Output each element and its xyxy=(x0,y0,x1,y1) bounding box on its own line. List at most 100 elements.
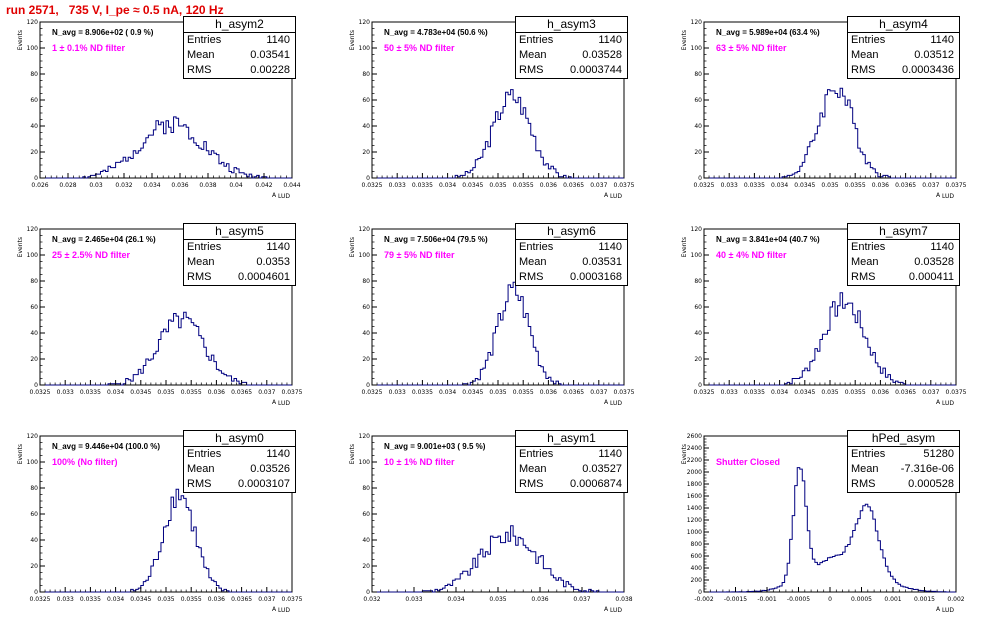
y-axis-title: Events xyxy=(349,30,356,50)
stats-value: 0.000528 xyxy=(908,478,954,490)
x-tick-label: 0.033 xyxy=(57,389,74,396)
x-tick-label: 0.028 xyxy=(59,182,76,189)
x-tick-label: 0.0365 xyxy=(563,389,584,396)
y-tick-label: 0 xyxy=(34,589,38,596)
stats-box: h_asym3 Entries 1140 Mean 0.03528 RMS 0.000374… xyxy=(515,16,628,79)
x-tick-label: 0.034 xyxy=(447,596,464,603)
stats-label: Mean xyxy=(519,463,547,475)
x-tick-label: -0.001 xyxy=(757,596,777,603)
stats-row-entries: Entries 51280 xyxy=(848,447,959,462)
x-axis-subscript: LUD xyxy=(942,400,954,407)
y-tick-label: 20 xyxy=(362,356,370,363)
y-tick-label: 120 xyxy=(691,226,703,233)
x-tick-label: 0.0345 xyxy=(462,389,483,396)
stats-row-mean: Mean 0.03527 xyxy=(516,462,627,477)
stats-row-mean: Mean 0.03531 xyxy=(516,255,627,270)
x-tick-label: 0.0355 xyxy=(513,389,534,396)
stats-row-rms: RMS 0.0003744 xyxy=(516,63,627,78)
y-tick-label: 100 xyxy=(359,45,371,52)
x-tick-label: 0.033 xyxy=(389,182,406,189)
y-tick-label: 100 xyxy=(27,252,39,259)
x-tick-label: 0.04 xyxy=(229,182,243,189)
stats-row-rms: RMS 0.0006874 xyxy=(516,477,627,492)
navg-label: N_avg = 4.783e+04 (50.6 %) xyxy=(384,28,488,37)
x-tick-label: 0.034 xyxy=(143,182,160,189)
stats-value: 0.03527 xyxy=(582,463,622,475)
x-tick-label: 0.0335 xyxy=(412,389,433,396)
y-tick-label: 60 xyxy=(362,97,370,104)
x-tick-label: 0.0325 xyxy=(30,389,51,396)
stats-value: 1140 xyxy=(266,448,290,460)
y-tick-label: 0 xyxy=(366,589,370,596)
filter-label: 63 ± 5% ND filter xyxy=(716,43,787,53)
x-tick-label: 0.0375 xyxy=(282,596,303,603)
stats-label: RMS xyxy=(851,64,876,76)
run-title: run 2571, 735 V, I_pe ≈ 0.5 nA, 120 Hz xyxy=(6,3,224,17)
x-axis-title: A xyxy=(272,606,277,613)
x-tick-label: 0.035 xyxy=(821,182,838,189)
stats-label: RMS xyxy=(519,271,544,283)
y-tick-label: 1200 xyxy=(687,517,702,524)
y-tick-label: 40 xyxy=(694,330,702,337)
histogram-line xyxy=(372,281,624,386)
stats-label: RMS xyxy=(519,478,544,490)
x-tick-label: 0.033 xyxy=(57,596,74,603)
x-tick-label: 0.0325 xyxy=(362,389,383,396)
x-tick-label: 0.042 xyxy=(255,182,272,189)
stats-row-mean: Mean 0.03512 xyxy=(848,48,959,63)
y-tick-label: 120 xyxy=(359,226,371,233)
y-tick-label: 40 xyxy=(30,330,38,337)
stats-row-mean: Mean 0.03526 xyxy=(184,462,295,477)
x-tick-label: 0.0015 xyxy=(914,596,935,603)
x-tick-label: 0.034 xyxy=(107,596,124,603)
histogram-line xyxy=(704,292,956,386)
stats-row-entries: Entries 1140 xyxy=(184,447,295,462)
stats-value: 1140 xyxy=(930,241,954,253)
stats-value: 0.03541 xyxy=(250,49,290,61)
filter-label: Shutter Closed xyxy=(716,457,780,467)
filter-label: 1 ± 0.1% ND filter xyxy=(52,43,125,53)
filter-label: 10 ± 1% ND filter xyxy=(384,457,455,467)
stats-box: h_asym1 Entries 1140 Mean 0.03527 RMS 0.000687… xyxy=(515,430,628,493)
x-axis-title: A xyxy=(604,192,609,199)
y-tick-label: 0 xyxy=(698,382,702,389)
stats-value: 0.0004601 xyxy=(238,271,290,283)
y-tick-label: 20 xyxy=(30,563,38,570)
x-tick-label: 0.037 xyxy=(573,596,590,603)
x-tick-label: 0.0355 xyxy=(181,596,202,603)
histogram-name: h_asym5 xyxy=(184,224,295,240)
y-tick-label: 600 xyxy=(691,553,703,560)
y-tick-label: 40 xyxy=(362,330,370,337)
x-tick-label: 0.0335 xyxy=(744,389,765,396)
y-tick-label: 400 xyxy=(691,565,703,572)
y-tick-label: 20 xyxy=(30,149,38,156)
x-tick-label: 0.044 xyxy=(283,182,300,189)
x-tick-label: 0.0335 xyxy=(412,182,433,189)
stats-label: Entries xyxy=(851,241,886,253)
stats-value: 1140 xyxy=(598,241,622,253)
y-tick-label: 0 xyxy=(34,175,38,182)
y-tick-label: 800 xyxy=(691,541,703,548)
y-tick-label: 100 xyxy=(27,45,39,52)
x-tick-label: 0.037 xyxy=(922,182,939,189)
histogram-line xyxy=(40,311,292,386)
y-tick-label: 60 xyxy=(30,511,38,518)
y-tick-label: 1800 xyxy=(687,481,702,488)
y-tick-label: 100 xyxy=(27,459,39,466)
stats-row-entries: Entries 1140 xyxy=(516,33,627,48)
x-tick-label: 0.035 xyxy=(489,596,506,603)
y-tick-label: 40 xyxy=(30,537,38,544)
stats-label: Mean xyxy=(519,256,547,268)
stats-row-entries: Entries 1140 xyxy=(184,33,295,48)
stats-label: RMS xyxy=(187,271,212,283)
x-tick-label: 0.034 xyxy=(439,389,456,396)
y-tick-label: 2600 xyxy=(687,433,702,440)
stats-label: Mean xyxy=(519,49,547,61)
x-tick-label: 0.033 xyxy=(721,182,738,189)
y-axis-title: Events xyxy=(681,237,688,257)
stats-label: Entries xyxy=(519,448,554,460)
x-tick-label: -0.002 xyxy=(694,596,714,603)
y-tick-label: 1600 xyxy=(687,493,702,500)
x-axis-subscript: LUD xyxy=(278,607,290,614)
y-tick-label: 100 xyxy=(359,252,371,259)
